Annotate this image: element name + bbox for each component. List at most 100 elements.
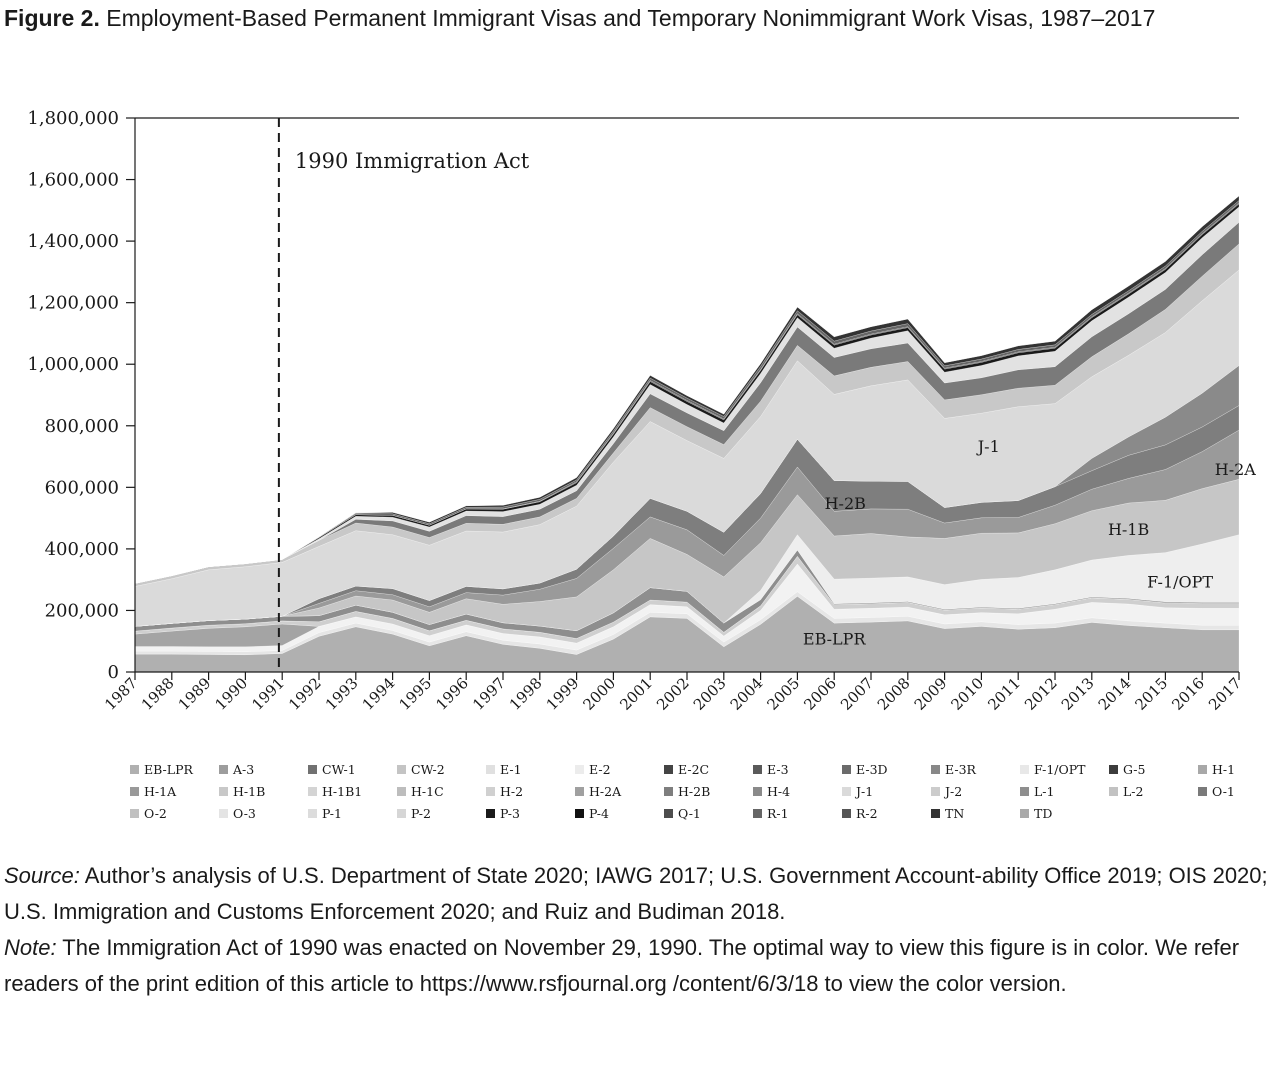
legend-item: H-2B [664, 782, 753, 801]
legend-swatch [1109, 787, 1118, 796]
legend-swatch [486, 765, 495, 774]
source-note: Source: Author’s analysis of U.S. Depart… [4, 858, 1276, 930]
legend-label: G-5 [1123, 762, 1146, 777]
y-tick-label: 1,000,000 [27, 354, 119, 375]
legend-swatch [397, 809, 406, 818]
x-tick-label: 2001 [616, 674, 656, 714]
x-tick-label: 2011 [984, 674, 1024, 714]
legend-item: A-3 [219, 760, 308, 779]
legend-swatch [219, 809, 228, 818]
legend-item: Q-1 [664, 804, 753, 823]
series-label-h-2a: H-2A [1215, 460, 1257, 479]
x-tick-label: 2017 [1205, 674, 1245, 714]
note-label: Note: [4, 935, 57, 960]
x-tick-label: 1996 [432, 674, 472, 714]
legend-swatch [753, 765, 762, 774]
legend-item: H-1 [1198, 760, 1280, 779]
series-label-j-1: J-1 [976, 437, 1000, 456]
series-label-eb-lpr: EB-LPR [803, 629, 867, 648]
x-tick-label: 2003 [690, 674, 730, 714]
legend-label: TN [945, 806, 965, 821]
legend-swatch [1020, 787, 1029, 796]
legend-label: H-1B1 [322, 784, 363, 799]
legend-label: J-1 [856, 784, 874, 799]
x-tick-label: 1998 [506, 674, 546, 714]
legend-item: O-2 [130, 804, 219, 823]
x-tick-label: 2016 [1168, 674, 1208, 714]
legend-item: E-2 [575, 760, 664, 779]
y-tick-label: 600,000 [45, 477, 119, 498]
x-tick-label: 2005 [763, 674, 803, 714]
legend-label: H-2 [500, 784, 524, 799]
note-text: The Immigration Act of 1990 was enacted … [4, 935, 1240, 996]
legend-item: R-1 [753, 804, 842, 823]
legend-swatch [1020, 809, 1029, 818]
x-tick-label: 2000 [579, 674, 619, 714]
legend-item: J-1 [842, 782, 931, 801]
legend-swatch [753, 787, 762, 796]
legend-swatch [664, 787, 673, 796]
x-tick-label: 2007 [837, 674, 877, 714]
legend-swatch [931, 809, 940, 818]
series-label-h-1b: H-1B [1108, 520, 1149, 539]
legend-swatch [664, 765, 673, 774]
x-tick-label: 1992 [285, 674, 325, 714]
x-tick-label: 2002 [653, 674, 693, 714]
legend-swatch [575, 787, 584, 796]
legend-swatch [842, 765, 851, 774]
x-tick-label: 1993 [322, 674, 362, 714]
legend-swatch [219, 787, 228, 796]
legend-item: R-2 [842, 804, 931, 823]
legend-swatch [486, 787, 495, 796]
y-tick-label: 1,800,000 [27, 108, 119, 129]
legend-swatch [1020, 765, 1029, 774]
legend-item: H-4 [753, 782, 842, 801]
legend-item: CW-2 [397, 760, 486, 779]
legend-label: J-2 [945, 784, 963, 799]
y-tick-label: 1,200,000 [27, 293, 119, 314]
figure-label: Figure 2. [4, 5, 100, 31]
legend-label: L-2 [1123, 784, 1144, 799]
legend-swatch [842, 787, 851, 796]
legend-label: H-2A [589, 784, 622, 799]
legend-label: CW-1 [322, 762, 356, 777]
source-label: Source: [4, 863, 80, 888]
legend-item: H-2 [486, 782, 575, 801]
legend-swatch [130, 787, 139, 796]
area-layer [134, 195, 1240, 673]
legend-swatch [1109, 765, 1118, 774]
legend-label: H-1B [233, 784, 266, 799]
legend-swatch [308, 809, 317, 818]
legend-label: TD [1034, 806, 1053, 821]
legend-label: O-3 [233, 806, 256, 821]
x-tick-label: 2013 [1058, 674, 1098, 714]
legend-swatch [575, 765, 584, 774]
legend-item: CW-1 [308, 760, 397, 779]
legend-item: E-3D [842, 760, 931, 779]
legend-label: H-1C [411, 784, 444, 799]
x-tick-label: 2015 [1131, 674, 1171, 714]
legend-swatch [219, 765, 228, 774]
legend-swatch [486, 809, 495, 818]
legend-item: F-1/OPT [1020, 760, 1109, 779]
legend-item: O-3 [219, 804, 308, 823]
legend-swatch [931, 787, 940, 796]
legend-swatch [1198, 765, 1207, 774]
legend-label: O-1 [1212, 784, 1235, 799]
legend-item: H-2A [575, 782, 664, 801]
figure-title: Figure 2. Employment-Based Permanent Imm… [4, 2, 1276, 34]
legend-label: Q-1 [678, 806, 701, 821]
legend-item: L-2 [1109, 782, 1198, 801]
chart-legend: EB-LPR A-3 CW-1 CW-2 E-1 E-2 E-2C E-3 E-3D E-3R F-… [130, 760, 1280, 823]
x-tick-label: 1991 [248, 674, 288, 714]
series-label-h-2b: H-2B [825, 494, 866, 513]
legend-label: O-2 [144, 806, 167, 821]
legend-item: P-1 [308, 804, 397, 823]
legend-swatch [308, 765, 317, 774]
x-tick-label: 2006 [800, 674, 840, 714]
x-tick-label: 1997 [469, 674, 509, 714]
x-tick-label: 1994 [359, 674, 399, 714]
legend-swatch [575, 809, 584, 818]
legend-label: E-2 [589, 762, 611, 777]
legend-swatch [308, 787, 317, 796]
